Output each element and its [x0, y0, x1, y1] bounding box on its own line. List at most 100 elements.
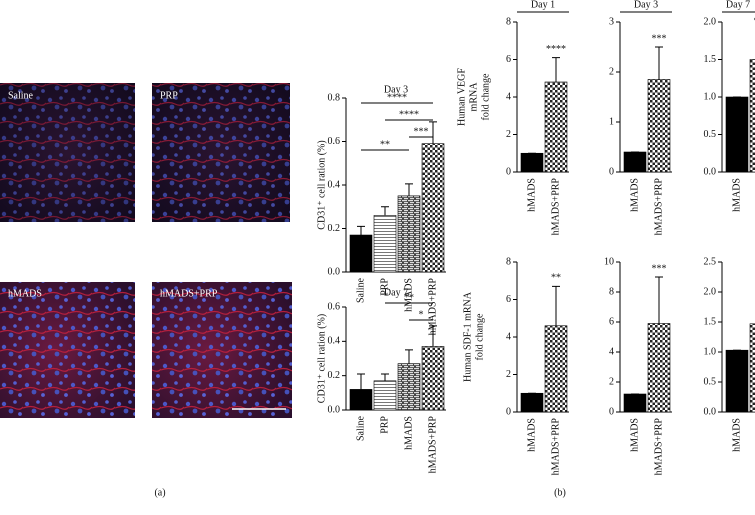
bar [725, 96, 749, 173]
micrograph: hMADS+PRP [152, 282, 292, 418]
x-tick-label: hMADS [403, 416, 414, 450]
bar [623, 393, 647, 413]
y-tick-label: 2.0 [704, 286, 717, 297]
y-tick-label: 2.5 [704, 256, 717, 267]
error-bar [381, 373, 389, 381]
error-bar [655, 276, 663, 324]
chart-title: Day 1 [531, 0, 555, 10]
bar [749, 323, 755, 413]
y-tick-label: 2 [506, 369, 511, 380]
y-tick-label: 8 [506, 16, 511, 27]
significance-label: **** [546, 44, 566, 55]
chart-title: Day 3 [384, 84, 408, 95]
significance-label: *** [754, 16, 755, 27]
y-tick-label: 0.0 [328, 404, 341, 415]
y-tick-label: 0.2 [328, 370, 341, 381]
y-tick-label: 4 [609, 346, 614, 357]
y-axis-label: Human VEGF [456, 68, 467, 126]
y-axis-label: mRNA [468, 82, 479, 112]
y-tick-label: 4 [506, 331, 511, 342]
x-tick-label: hMADS [629, 178, 640, 212]
y-tick-label: 6 [506, 294, 511, 305]
error-bar [655, 46, 663, 80]
y-tick-label: 3 [609, 16, 614, 27]
image-label: hMADS [8, 288, 42, 299]
bar-chart: 0 2 4 6 8 10 hMADS hMADS+PRP *** [604, 256, 672, 475]
y-axis-label: fold change [480, 73, 491, 120]
bar-chart: 0 2 4 6 8 hMADS hMADS+PRP Day 1 Human VEGF mRNA fo… [456, 0, 569, 235]
x-tick-label: hMADS+PRP [653, 178, 664, 236]
y-tick-label: 2 [506, 129, 511, 140]
significance-label: * [419, 309, 424, 320]
x-tick-label: hMADS+PRP [427, 416, 438, 474]
x-tick-label: hMADS+PRP [550, 178, 561, 236]
micrograph: Saline [0, 83, 135, 222]
y-axis-label: fold change [474, 313, 485, 360]
y-tick-label: 0.6 [328, 301, 341, 312]
y-tick-label: 6 [609, 316, 614, 327]
bar-chart: 0 1 2 3 hMADS hMADS+PRP Day 3 *** [609, 0, 672, 235]
micrograph: PRP [152, 83, 290, 222]
error-bar [381, 206, 389, 216]
x-tick-label: PRP [379, 416, 390, 434]
bar [725, 349, 749, 413]
bar-chart: 0.0 0.2 0.4 0.6 Saline PRP hMADS hMADS+PRP Day 7… [316, 287, 446, 473]
bar [544, 81, 568, 173]
error-bar [357, 225, 365, 236]
y-tick-label: 0.2 [328, 223, 341, 234]
error-bar [405, 349, 413, 364]
y-tick-label: 1.0 [704, 346, 717, 357]
chart-title: Day 7 [384, 287, 408, 298]
y-tick-label: 4 [506, 91, 511, 102]
x-tick-label: hMADS+PRP [653, 418, 664, 476]
bar [373, 380, 397, 411]
error-bar [357, 373, 365, 390]
bar [397, 195, 421, 273]
y-tick-label: 0 [609, 406, 614, 417]
y-tick-label: 1.5 [704, 54, 717, 65]
panel-label: (b) [554, 487, 566, 498]
micrograph: hMADS [0, 282, 135, 418]
significance-label: ** [380, 139, 390, 150]
y-axis-label: CD31⁺ cell ration (%) [316, 140, 327, 229]
x-tick-label: hMADS [526, 418, 537, 452]
x-tick-label: hMADS [403, 278, 414, 312]
bar [544, 325, 568, 413]
bar [373, 215, 397, 273]
x-tick-label: hMADS [629, 418, 640, 452]
x-tick-label: Saline [355, 415, 366, 441]
y-tick-label: 1.5 [704, 316, 717, 327]
x-tick-label: hMADS [731, 418, 742, 452]
bar [520, 152, 544, 173]
bar-chart: 0.00.51.01.52.02.5hMADShMADS+PRP [704, 256, 755, 452]
x-tick-label: hMADS [526, 178, 537, 212]
bar [647, 323, 671, 413]
error-bar [552, 57, 560, 82]
y-tick-label: 1 [609, 116, 614, 127]
error-bar [405, 183, 413, 196]
y-tick-label: 0.5 [704, 129, 717, 140]
bar [349, 234, 373, 273]
image-label: hMADS+PRP [160, 288, 218, 299]
y-tick-label: 0.6 [328, 136, 341, 147]
image-label: PRP [160, 90, 178, 101]
significance-label: ** [404, 292, 414, 303]
y-tick-label: 0.4 [328, 336, 341, 347]
significance-label: *** [652, 33, 667, 44]
y-tick-label: 0 [506, 406, 511, 417]
y-tick-label: 0.8 [328, 92, 341, 103]
y-tick-label: 0.0 [704, 166, 717, 177]
bar [349, 389, 373, 411]
y-tick-label: 2 [609, 376, 614, 387]
y-axis-label: Human SDF-1 mRNA [462, 291, 473, 382]
y-tick-label: 2.0 [704, 16, 717, 27]
y-tick-label: 10 [604, 256, 614, 267]
chart-title: Day 7 [726, 0, 750, 10]
y-tick-label: 2 [609, 66, 614, 77]
bar [421, 346, 445, 411]
bar [749, 59, 755, 173]
y-tick-label: 0.0 [328, 266, 341, 277]
error-bar [552, 285, 560, 326]
